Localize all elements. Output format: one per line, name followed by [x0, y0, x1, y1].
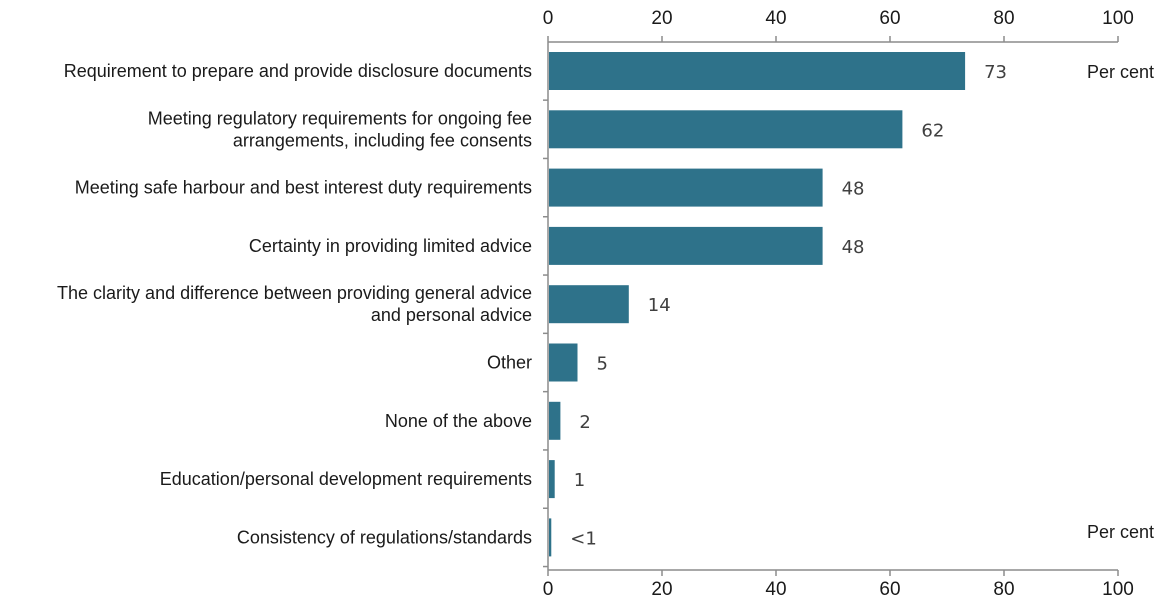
data-label: 48 [842, 179, 865, 200]
x-tick-label-bottom: 0 [543, 579, 554, 600]
x-tick-label-top: 40 [765, 8, 786, 29]
category-label: The clarity and difference between provi… [57, 283, 532, 325]
unit-label-top: Per cent [1087, 62, 1154, 82]
category-label: None of the above [385, 411, 532, 431]
x-tick-label-top: 80 [993, 8, 1014, 29]
category-label: Requirement to prepare and provide discl… [64, 61, 532, 81]
axes: 0 0 20 20 40 40 60 60 80 80 100 100 [543, 8, 1134, 600]
category-label-line: Education/personal development requireme… [160, 469, 532, 489]
category-label-line: The clarity and difference between provi… [57, 283, 532, 303]
category-label-line: Meeting safe harbour and best interest d… [75, 178, 532, 198]
x-tick-label-bottom: 80 [993, 579, 1014, 600]
category-label: Meeting safe harbour and best interest d… [75, 178, 532, 198]
category-label-line: Certainty in providing limited advice [249, 236, 532, 256]
x-tick-label-top: 0 [543, 8, 554, 29]
bar [549, 460, 555, 499]
category-label-line: arrangements, including fee consents [233, 130, 532, 150]
category-label: Education/personal development requireme… [160, 469, 532, 489]
category-label-line: and personal advice [371, 305, 532, 325]
category-label-line: Consistency of regulations/standards [237, 527, 532, 547]
x-tick-label-top: 60 [879, 8, 900, 29]
bar [549, 52, 966, 90]
data-label: 1 [574, 470, 585, 491]
bar [549, 401, 561, 440]
category-label: Other [487, 353, 532, 373]
x-tick-label-top: 100 [1102, 8, 1134, 29]
bar [549, 110, 903, 149]
data-label: 2 [579, 412, 590, 433]
data-label: 5 [597, 354, 608, 375]
x-tick-label-bottom: 60 [879, 579, 900, 600]
bar [549, 518, 552, 557]
unit-label-bottom: Per cent [1087, 522, 1154, 542]
x-tick-label-bottom: 40 [765, 579, 786, 600]
category-label-line: Requirement to prepare and provide discl… [64, 61, 532, 81]
bar [549, 285, 629, 324]
data-label: 62 [921, 120, 944, 141]
category-label: Meeting regulatory requirements for ongo… [148, 108, 532, 150]
bar [549, 343, 578, 382]
category-label-line: Other [487, 353, 532, 373]
category-label: Certainty in providing limited advice [249, 236, 532, 256]
bar [549, 226, 823, 265]
data-label: 73 [984, 62, 1007, 83]
x-tick-label-bottom: 20 [651, 579, 672, 600]
x-tick-label-bottom: 100 [1102, 579, 1134, 600]
bars: 73 62 48 48 14 5 2 1 <1 [549, 52, 1007, 557]
x-tick-label-top: 20 [651, 8, 672, 29]
bar [549, 168, 823, 207]
category-label-line: Meeting regulatory requirements for ongo… [148, 108, 532, 128]
category-label-line: None of the above [385, 411, 532, 431]
category-label: Consistency of regulations/standards [237, 527, 532, 547]
data-label: 14 [648, 295, 671, 316]
data-label: <1 [570, 528, 597, 549]
category-labels: Requirement to prepare and provide discl… [57, 61, 532, 547]
data-label: 48 [842, 237, 865, 258]
